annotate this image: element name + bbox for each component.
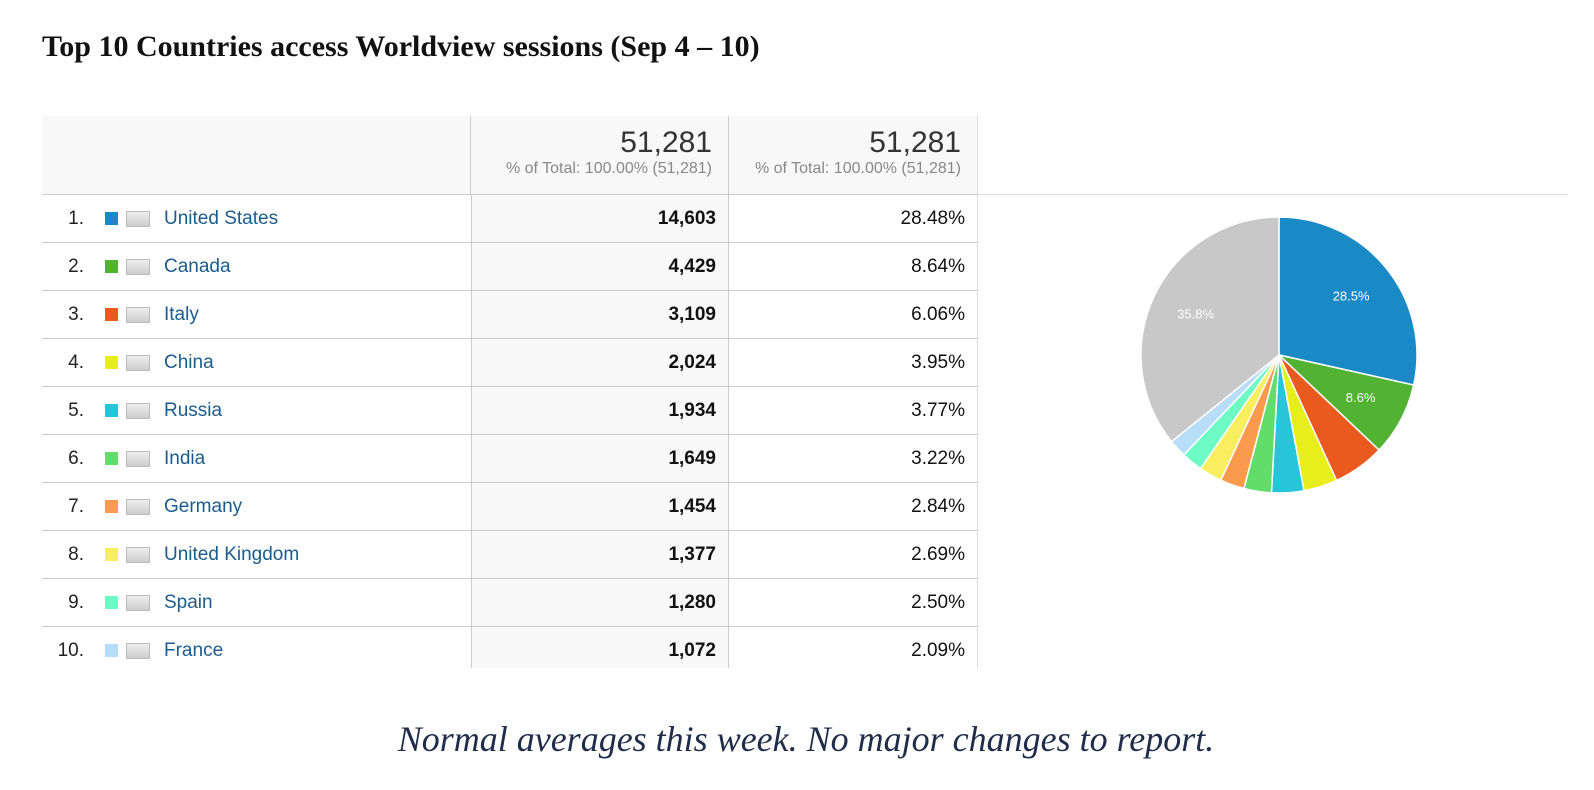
sessions: 1,454 bbox=[471, 483, 729, 530]
country-link[interactable]: Spain bbox=[164, 592, 213, 613]
rank: 4. bbox=[68, 352, 84, 373]
color-swatch bbox=[105, 452, 118, 465]
header-cell: 51,281 % of Total: 100.00% (51,281) bbox=[729, 116, 978, 194]
sessions: 1,649 bbox=[471, 435, 729, 482]
sessions: 2,024 bbox=[471, 339, 729, 386]
percent: 2.09% bbox=[729, 627, 978, 668]
table-row: 3. Italy 3,109 6.06% bbox=[42, 290, 978, 338]
header-cell: 51,281 % of Total: 100.00% (51,281) bbox=[471, 116, 729, 194]
sessions: 1,072 bbox=[471, 627, 729, 668]
pie-slice bbox=[1140, 216, 1280, 443]
country-link[interactable]: India bbox=[164, 448, 206, 469]
flag bbox=[126, 307, 150, 323]
total-sub: % of Total: 100.00% (51,281) bbox=[754, 160, 961, 177]
country-link[interactable]: United States bbox=[164, 208, 279, 229]
note: Normal averages this week. No major chan… bbox=[397, 719, 1215, 759]
slice-label: 28.5% bbox=[1333, 289, 1370, 304]
table-row: 8. United Kingdom 1,377 2.69% bbox=[42, 530, 978, 578]
country-link[interactable]: Canada bbox=[164, 256, 231, 277]
percent: 3.22% bbox=[729, 435, 978, 482]
rank: 3. bbox=[68, 304, 84, 325]
country-link[interactable]: United Kingdom bbox=[164, 544, 300, 565]
rank: 6. bbox=[68, 448, 84, 469]
rank: 8. bbox=[68, 544, 84, 565]
sessions: 1,377 bbox=[471, 531, 729, 578]
color-swatch bbox=[105, 596, 118, 609]
flag bbox=[126, 499, 150, 515]
flag bbox=[126, 643, 150, 659]
color-swatch bbox=[105, 644, 118, 657]
header-cell bbox=[42, 116, 471, 194]
country-link[interactable]: Italy bbox=[164, 304, 199, 325]
sessions: 1,280 bbox=[471, 579, 729, 626]
slice-label: 35.8% bbox=[1177, 307, 1214, 322]
color-swatch bbox=[105, 356, 118, 369]
color-swatch bbox=[105, 404, 118, 417]
flag bbox=[126, 259, 150, 275]
percent: 2.50% bbox=[729, 579, 978, 626]
divider bbox=[978, 194, 1568, 195]
flag bbox=[126, 451, 150, 467]
rank: 2. bbox=[68, 256, 84, 277]
sessions: 14,603 bbox=[471, 195, 729, 242]
total-sub: % of Total: 100.00% (51,281) bbox=[505, 160, 712, 177]
percent: 6.06% bbox=[729, 291, 978, 338]
country-link[interactable]: Russia bbox=[164, 400, 223, 421]
country-link[interactable]: Germany bbox=[164, 496, 243, 517]
rank: 1. bbox=[68, 208, 84, 229]
percent: 2.69% bbox=[729, 531, 978, 578]
sessions: 3,109 bbox=[471, 291, 729, 338]
sessions: 1,934 bbox=[471, 387, 729, 434]
table-row: 1. United States 14,603 28.48% bbox=[42, 194, 978, 242]
color-swatch bbox=[105, 500, 118, 513]
total: 51,281 bbox=[620, 126, 712, 159]
color-swatch bbox=[105, 212, 118, 225]
table-row: 6. India 1,649 3.22% bbox=[42, 434, 978, 482]
percent: 28.48% bbox=[729, 195, 978, 242]
table-row: 5. Russia 1,934 3.77% bbox=[42, 386, 978, 434]
sessions: 4,429 bbox=[471, 243, 729, 290]
flag bbox=[126, 211, 150, 227]
flag bbox=[126, 547, 150, 563]
slice-label: 8.6% bbox=[1346, 390, 1376, 405]
rank: 5. bbox=[68, 400, 84, 421]
color-swatch bbox=[105, 260, 118, 273]
rank: 10. bbox=[57, 640, 84, 661]
table-row: 10. France 1,072 2.09% bbox=[42, 626, 978, 668]
color-swatch bbox=[105, 308, 118, 321]
percent: 8.64% bbox=[729, 243, 978, 290]
pie-chart: 28.5% 8.6% 35.8% bbox=[1140, 216, 1418, 494]
total: 51,281 bbox=[869, 126, 961, 159]
country-link[interactable]: France bbox=[164, 640, 224, 661]
flag bbox=[126, 595, 150, 611]
rank: 9. bbox=[68, 592, 84, 613]
rank: 7. bbox=[68, 496, 84, 517]
percent: 3.95% bbox=[729, 339, 978, 386]
country-link[interactable]: China bbox=[164, 352, 214, 373]
table-row: 9. Spain 1,280 2.50% bbox=[42, 578, 978, 626]
percent: 2.84% bbox=[729, 483, 978, 530]
flag bbox=[126, 355, 150, 371]
flag bbox=[126, 403, 150, 419]
table-row: 7. Germany 1,454 2.84% bbox=[42, 482, 978, 530]
table-row: 4. China 2,024 3.95% bbox=[42, 338, 978, 386]
title: Top 10 Countries access Worldview sessio… bbox=[42, 30, 760, 63]
table-row: 2. Canada 4,429 8.64% bbox=[42, 242, 978, 290]
table: 51,281 % of Total: 100.00% (51,281) 51,2… bbox=[42, 116, 978, 668]
color-swatch bbox=[105, 548, 118, 561]
percent: 3.77% bbox=[729, 387, 978, 434]
pie-slice bbox=[1278, 216, 1418, 386]
